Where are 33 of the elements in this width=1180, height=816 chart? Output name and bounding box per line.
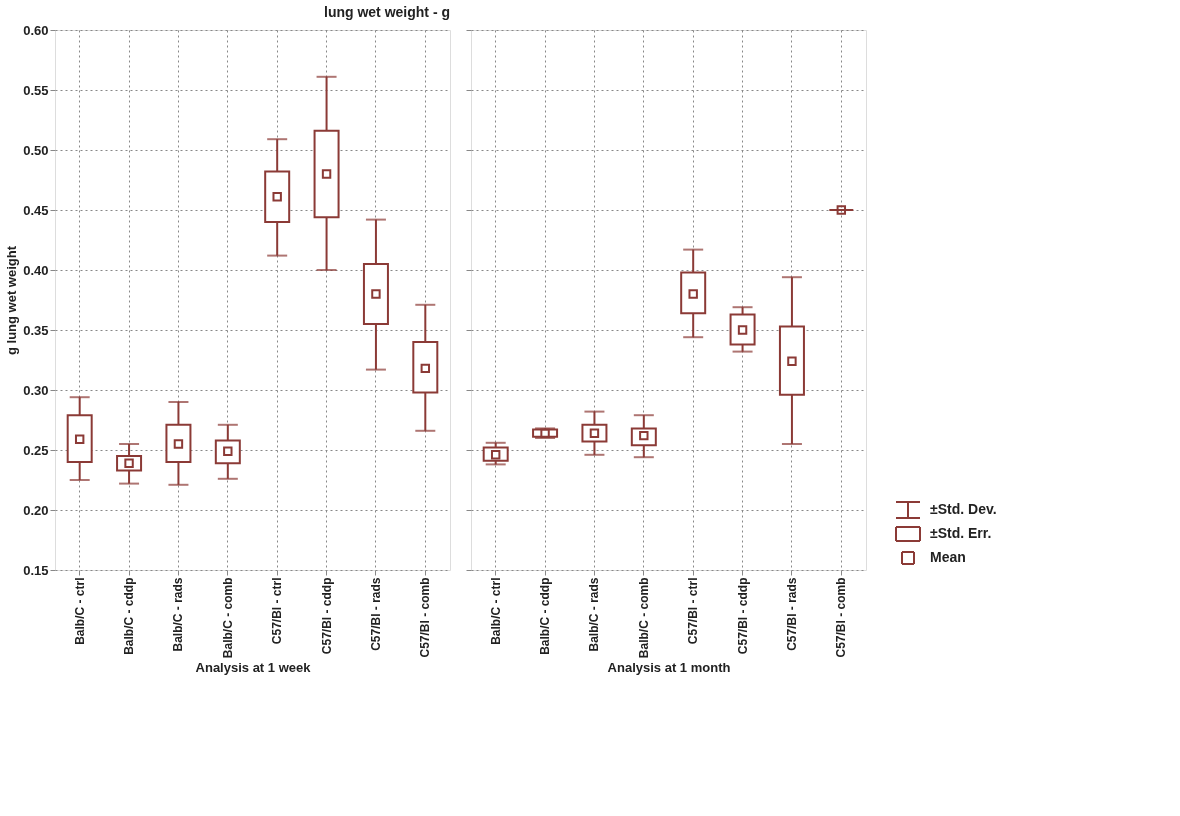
y-tick-label: 0.15 (23, 562, 49, 578)
x-tick-label: Balb/C - cddp (122, 577, 137, 655)
x-axis-title: Analysis at 1 month (607, 660, 731, 676)
x-tick-label: Balb/C - rads (171, 577, 186, 652)
x-tick-label: Balb/C - comb (636, 577, 651, 659)
y-tick-label: 0.60 (23, 22, 49, 38)
y-axis-title: g lung wet weight (4, 245, 20, 356)
y-tick-label: 0.45 (23, 202, 49, 218)
x-tick-label: Balb/C - cddp (538, 577, 553, 655)
text: ±Std. Err. (930, 525, 992, 541)
x-tick-label: C57/Bl - comb (418, 577, 433, 658)
x-tick-label: Balb/C - ctrl (72, 577, 87, 645)
x-tick-label: C57/Bl - cddp (735, 577, 750, 655)
x-tick-label: C57/Bl - cddp (319, 577, 334, 655)
x-tick-label: Balb/C - rads (587, 577, 602, 652)
x-tick-label: C57/Bl - rads (784, 577, 799, 651)
y-tick-label: 0.20 (23, 502, 49, 518)
y-tick-label: 0.25 (23, 442, 49, 458)
x-tick-label: C57/Bl - comb (834, 577, 849, 658)
chart-title: lung wet weight - g (324, 4, 450, 20)
x-tick-label: Balb/C - comb (220, 577, 235, 659)
x-tick-label: C57/Bl - rads (368, 577, 383, 651)
x-tick-label: Balb/C - ctrl (488, 577, 503, 645)
y-tick-label: 0.40 (23, 262, 49, 278)
x-tick-label: C57/Bl - ctrl (270, 577, 285, 645)
text: ±Std. Dev. (930, 501, 997, 517)
x-tick-label: C57/Bl - ctrl (686, 577, 701, 645)
y-tick-label: 0.30 (23, 382, 49, 398)
text: Mean (930, 549, 966, 565)
y-tick-label: 0.55 (23, 82, 49, 98)
x-axis-title: Analysis at 1 week (195, 660, 312, 676)
y-tick-label: 0.50 (23, 142, 49, 158)
y-tick-label: 0.35 (23, 322, 49, 338)
